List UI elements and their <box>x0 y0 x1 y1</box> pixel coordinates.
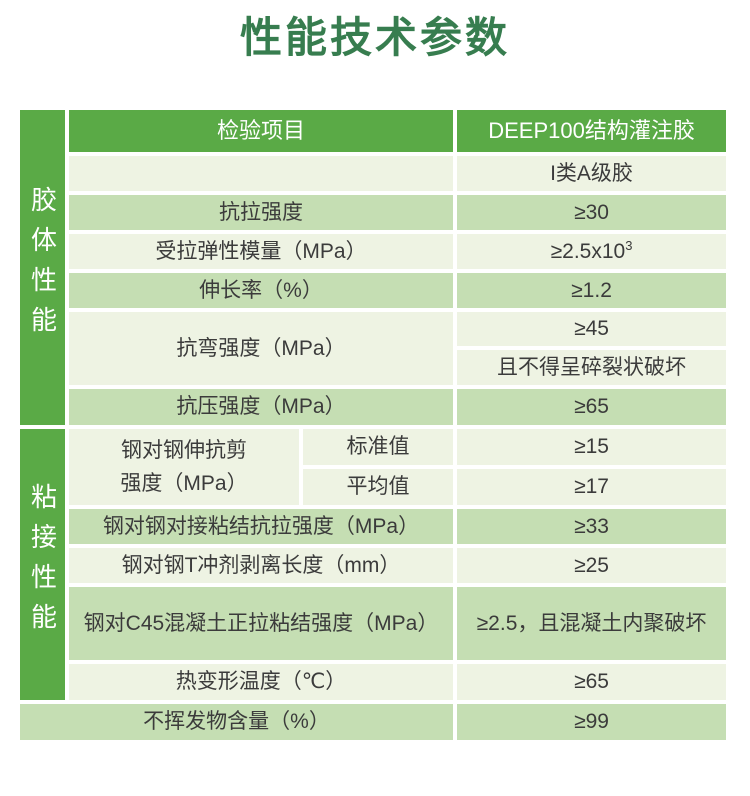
cell-c45-value: ≥2.5，且混凝土内聚破坏 <box>457 587 727 661</box>
table-row: 受拉弹性模量（MPa） ≥2.5x103 <box>20 234 727 270</box>
cell-nonvolatile-value: ≥99 <box>457 704 727 741</box>
section-label-body-performance: 胶体性能 <box>20 110 65 426</box>
cell-bending-value-1: ≥45 <box>457 312 727 347</box>
cell-nonvolatile-label: 不挥发物含量（%） <box>20 704 454 741</box>
modulus-value-exponent: 3 <box>625 237 633 253</box>
modulus-value-base: ≥2.5x10 <box>550 239 626 263</box>
cell-modulus-value: ≥2.5x103 <box>457 234 727 270</box>
cell-compressive-label: 抗压强度（MPa） <box>69 389 454 426</box>
shear-label-line1: 钢对钢伸抗剪 <box>121 438 247 462</box>
cell-shear-standard-label: 标准值 <box>303 429 454 466</box>
table-row: 热变形温度（℃） ≥65 <box>20 664 727 701</box>
header-item-column: 检验项目 <box>69 110 454 153</box>
cell-grade-value: I类A级胶 <box>457 156 727 192</box>
cell-shear-label: 钢对钢伸抗剪 强度（MPa） <box>69 429 299 506</box>
cell-shear-standard-value: ≥15 <box>457 429 727 466</box>
cell-elongation-label: 伸长率（%） <box>69 273 454 309</box>
table-row: 胶体性能 检验项目 DEEP100结构灌注胶 <box>20 110 727 426</box>
spec-table: 胶体性能 检验项目 DEEP100结构灌注胶 I类A级胶 抗拉强度 ≥30 受拉… <box>16 106 730 744</box>
cell-elongation-value: ≥1.2 <box>457 273 727 309</box>
cell-modulus-label: 受拉弹性模量（MPa） <box>69 234 454 270</box>
cell-bending-value-2: 且不得呈碎裂状破坏 <box>457 350 727 386</box>
cell-bending-label: 抗弯强度（MPa） <box>69 312 454 386</box>
table-row: 粘接性能 钢对钢伸抗剪 强度（MPa） 标准值 ≥15 <box>20 429 727 701</box>
header-product-column: DEEP100结构灌注胶 <box>457 110 727 153</box>
table-row: 钢对C45混凝土正拉粘结强度（MPa） ≥2.5，且混凝土内聚破坏 <box>20 587 727 661</box>
cell-butt-tensile-value: ≥33 <box>457 509 727 545</box>
spec-table-wrapper: 胶体性能 检验项目 DEEP100结构灌注胶 I类A级胶 抗拉强度 ≥30 受拉… <box>16 106 750 744</box>
cell-grade-label <box>69 156 454 192</box>
shear-label-line2: 强度（MPa） <box>120 472 248 496</box>
page-title: 性能技术参数 <box>239 14 510 61</box>
cell-heat-distortion-value: ≥65 <box>457 664 727 701</box>
section-label-bonding-performance: 粘接性能 <box>20 429 65 701</box>
section-label-body-text: 胶体性能 <box>27 186 58 347</box>
cell-heat-distortion-label: 热变形温度（℃） <box>69 664 454 701</box>
cell-tensile-value: ≥30 <box>457 195 727 231</box>
cell-c45-label: 钢对C45混凝土正拉粘结强度（MPa） <box>69 587 454 661</box>
table-row: 不挥发物含量（%） ≥99 <box>20 704 727 741</box>
cell-butt-tensile-label: 钢对钢对接粘结抗拉强度（MPa） <box>69 509 454 545</box>
cell-compressive-value: ≥65 <box>457 389 727 426</box>
cell-shear-average-value: ≥17 <box>457 469 727 506</box>
table-row: 钢对钢T冲剂剥离长度（mm） ≥25 <box>20 548 727 584</box>
table-row: 抗拉强度 ≥30 <box>20 195 727 231</box>
table-row: 抗弯强度（MPa） ≥45 <box>20 312 727 386</box>
page: 性能技术参数 胶体性能 检验项目 DEEP100结构灌注胶 <box>0 14 750 796</box>
table-row: I类A级胶 <box>20 156 727 192</box>
table-row: 伸长率（%） ≥1.2 <box>20 273 727 309</box>
table-row: 且不得呈碎裂状破坏 <box>20 350 727 386</box>
cell-shear-average-label: 平均值 <box>303 469 454 506</box>
cell-t-peel-value: ≥25 <box>457 548 727 584</box>
table-row: 平均值 ≥17 <box>20 469 727 506</box>
table-row: 钢对钢对接粘结抗拉强度（MPa） ≥33 <box>20 509 727 545</box>
cell-tensile-label: 抗拉强度 <box>69 195 454 231</box>
cell-t-peel-label: 钢对钢T冲剂剥离长度（mm） <box>69 548 454 584</box>
section-label-bonding-text: 粘接性能 <box>27 483 58 644</box>
table-row: 抗压强度（MPa） ≥65 <box>20 389 727 426</box>
